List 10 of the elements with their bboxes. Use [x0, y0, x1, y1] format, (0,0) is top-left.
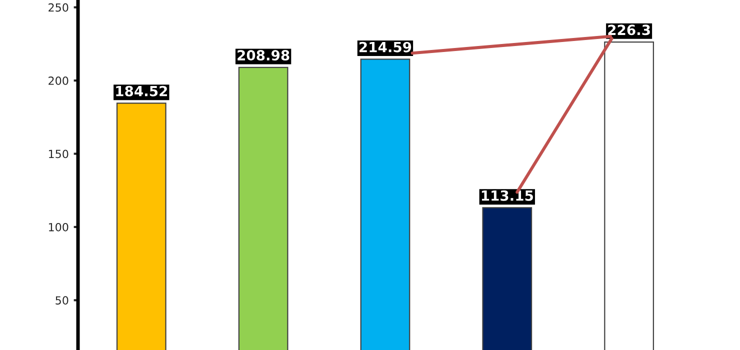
data-label: 208.98 — [238, 50, 290, 61]
y-tick-label: 50 — [56, 296, 68, 305]
data-label: 214.59 — [360, 42, 412, 52]
y-tick-label: 100 — [48, 222, 68, 232]
data-label: 184.52 — [116, 86, 167, 96]
data-label: 113.15 — [482, 190, 533, 201]
y-tick-label: 150 — [48, 150, 68, 158]
data-label: 226.3 — [608, 24, 650, 36]
y-tick-label: 200 — [48, 76, 68, 85]
y-tick-label: 250 — [48, 3, 68, 12]
